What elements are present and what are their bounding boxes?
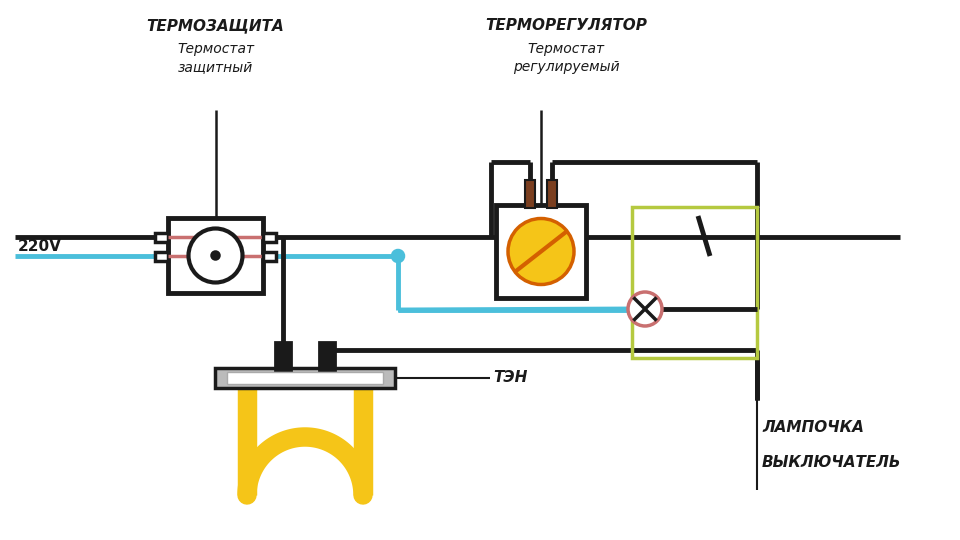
Bar <box>215 368 395 388</box>
Bar <box>275 342 291 370</box>
Bar <box>155 252 168 260</box>
Circle shape <box>188 228 243 282</box>
Circle shape <box>212 252 219 259</box>
Text: ТЕРМОЗАЩИТА: ТЕРМОЗАЩИТА <box>147 18 284 33</box>
Text: Термостат
регулируемый: Термостат регулируемый <box>513 42 619 75</box>
Bar <box>263 252 276 260</box>
Bar <box>525 180 535 208</box>
Text: ВЫКЛЮЧАТЕЛЬ: ВЫКЛЮЧАТЕЛЬ <box>762 455 901 470</box>
Bar <box>319 342 335 370</box>
Bar <box>547 180 557 208</box>
Circle shape <box>508 219 574 285</box>
Text: Термостат
защитный: Термостат защитный <box>177 42 254 75</box>
Bar <box>168 218 263 293</box>
Text: ТЕРМОРЕГУЛЯТОР: ТЕРМОРЕГУЛЯТОР <box>485 18 647 33</box>
Circle shape <box>393 251 403 261</box>
Text: ТЭН: ТЭН <box>493 370 527 386</box>
Bar <box>263 233 276 241</box>
Bar <box>155 233 168 241</box>
Circle shape <box>628 292 662 326</box>
Bar <box>227 372 383 384</box>
Bar <box>632 207 757 358</box>
Text: ЛАМПОЧКА: ЛАМПОЧКА <box>762 420 864 435</box>
Text: 220V: 220V <box>18 239 61 254</box>
Bar <box>496 205 586 298</box>
